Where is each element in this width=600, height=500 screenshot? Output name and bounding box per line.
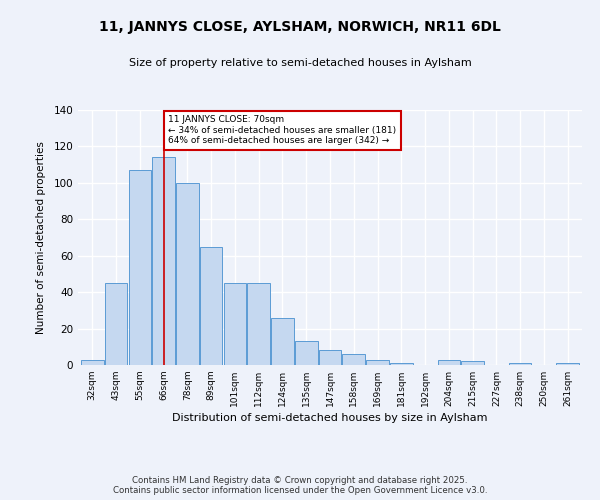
Bar [105,283,127,365]
Bar [319,350,341,365]
Y-axis label: Number of semi-detached properties: Number of semi-detached properties [37,141,46,334]
Bar [343,354,365,365]
Bar [81,360,104,365]
X-axis label: Distribution of semi-detached houses by size in Aylsham: Distribution of semi-detached houses by … [172,413,488,423]
Bar [390,363,413,365]
Bar [176,183,199,365]
Bar [366,360,389,365]
Bar [461,362,484,365]
Bar [247,283,270,365]
Text: 11 JANNYS CLOSE: 70sqm
← 34% of semi-detached houses are smaller (181)
64% of se: 11 JANNYS CLOSE: 70sqm ← 34% of semi-det… [169,116,397,146]
Bar [556,363,579,365]
Text: Size of property relative to semi-detached houses in Aylsham: Size of property relative to semi-detach… [128,58,472,68]
Bar [128,170,151,365]
Bar [271,318,294,365]
Text: 11, JANNYS CLOSE, AYLSHAM, NORWICH, NR11 6DL: 11, JANNYS CLOSE, AYLSHAM, NORWICH, NR11… [99,20,501,34]
Text: Contains HM Land Registry data © Crown copyright and database right 2025.
Contai: Contains HM Land Registry data © Crown c… [113,476,487,495]
Bar [224,283,246,365]
Bar [509,363,532,365]
Bar [200,246,223,365]
Bar [437,360,460,365]
Bar [152,158,175,365]
Bar [295,342,317,365]
